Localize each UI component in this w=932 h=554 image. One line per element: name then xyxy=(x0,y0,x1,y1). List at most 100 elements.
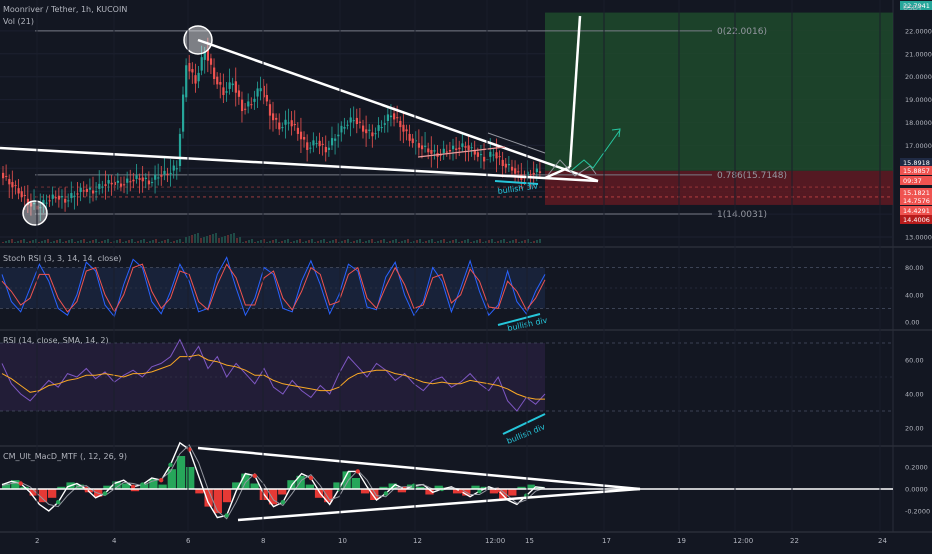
volume-bar xyxy=(266,242,268,243)
candle-body xyxy=(191,69,194,73)
volume-bar xyxy=(164,240,166,243)
volume-bar xyxy=(479,239,481,243)
candle-body xyxy=(507,164,511,166)
candle-body xyxy=(439,154,442,156)
candle-body xyxy=(116,180,120,183)
target-projection-line xyxy=(568,15,582,168)
volume-bar xyxy=(26,242,28,243)
macd-histogram-bar xyxy=(2,483,11,489)
volume-bar xyxy=(44,240,46,243)
candle-body xyxy=(188,62,191,72)
candle-body xyxy=(396,117,399,119)
price-tag-label: 15.1821 xyxy=(903,189,930,197)
stoch-series-line xyxy=(1,263,546,313)
symbol-title[interactable]: Moonriver / Tether, 1h, KUCOIN xyxy=(3,5,128,14)
price-tick-label: 13.0000 xyxy=(905,234,932,242)
volume-bar xyxy=(32,240,34,243)
time-tick-label: 17 xyxy=(602,537,611,545)
volume-bar xyxy=(206,236,208,243)
rsi-tick-label: 20.00 xyxy=(905,425,924,433)
upper-trendline xyxy=(197,38,599,183)
volume-bar xyxy=(38,242,40,243)
time-tick-label: 12 xyxy=(413,537,422,545)
candle-body xyxy=(433,150,436,152)
candle-body xyxy=(349,117,352,123)
macd-histogram-bar xyxy=(526,484,535,489)
volume-bar xyxy=(251,239,253,243)
candle-body xyxy=(250,104,253,106)
volume-bar xyxy=(203,237,205,243)
volume-bar xyxy=(173,241,175,243)
rsi-title[interactable]: RSI (14, close, SMA, 14, 2) xyxy=(3,336,109,345)
candle-body xyxy=(408,133,411,141)
candle-body xyxy=(76,193,79,195)
macd-histogram-bar xyxy=(112,481,121,489)
macd-cross-dot xyxy=(477,489,482,494)
candle-body xyxy=(70,193,73,199)
macd-upper-trendline xyxy=(197,446,641,491)
candle-body xyxy=(213,67,216,79)
volume-bar xyxy=(242,242,244,243)
macd-histogram-bar xyxy=(351,478,361,489)
candle-body xyxy=(470,147,473,149)
volume-bar xyxy=(515,239,517,243)
price-tick-label: 22.0000 xyxy=(905,27,932,35)
volume-bar xyxy=(95,239,97,243)
macd-cross-dot xyxy=(140,482,145,487)
macd-lower-trendline xyxy=(237,487,641,522)
volume-bar xyxy=(77,241,79,243)
volume-bar xyxy=(320,240,322,243)
macd-tick-label: 0.0000 xyxy=(905,486,928,494)
volume-bar xyxy=(521,241,523,243)
candle-body xyxy=(532,172,535,175)
candle-body xyxy=(430,149,433,154)
volume-bar xyxy=(407,239,409,243)
price-tag xyxy=(900,176,932,185)
volume-bar xyxy=(146,242,148,243)
macd-histogram-bar xyxy=(103,485,112,489)
macd-histogram-bar xyxy=(176,456,186,489)
candle-body xyxy=(296,127,300,134)
candle-body xyxy=(290,120,293,127)
macd-histogram-bar xyxy=(489,489,499,494)
volume-bar xyxy=(110,242,112,243)
candle-body xyxy=(147,180,151,185)
macd-histogram-bar xyxy=(48,489,57,498)
candle-body xyxy=(281,127,284,129)
volume-bar xyxy=(413,241,415,243)
candle-body xyxy=(355,117,358,125)
volume-bar xyxy=(518,242,520,243)
candle-body xyxy=(119,183,123,187)
volume-legend[interactable]: Vol (21) xyxy=(3,17,34,26)
candle-body xyxy=(11,182,14,188)
price-tag-label: 22.7941 xyxy=(903,2,930,10)
candle-body xyxy=(101,186,104,188)
candle-body xyxy=(160,175,163,177)
candle-body xyxy=(26,198,30,205)
macd-histogram-bar xyxy=(268,489,278,505)
stoch-rsi-title[interactable]: Stoch RSI (3, 3, 14, 14, close) xyxy=(3,254,122,263)
volume-bar xyxy=(14,242,16,243)
volume-bar xyxy=(218,238,220,243)
candle-body xyxy=(362,125,365,132)
macd-histogram-bar xyxy=(38,489,48,503)
candle-body xyxy=(231,83,234,86)
volume-bar xyxy=(221,237,223,243)
macd-histogram-bar xyxy=(57,486,66,489)
price-tag-label: 15.8857 xyxy=(903,167,930,175)
volume-bar xyxy=(194,234,196,243)
volume-bar xyxy=(377,241,379,243)
candle-body xyxy=(365,129,368,134)
candle-body xyxy=(60,196,64,198)
macd-histogram-bar xyxy=(397,489,407,493)
candle-body xyxy=(343,127,346,129)
macd-title[interactable]: CM_Ult_MacD_MTF (, 12, 26, 9) xyxy=(3,452,127,461)
candle-body xyxy=(383,123,386,125)
candle-body xyxy=(492,154,495,156)
candle-body xyxy=(504,163,507,168)
candle-body xyxy=(141,177,144,182)
candle-body xyxy=(327,147,331,150)
candle-body xyxy=(272,113,275,121)
volume-bar xyxy=(188,236,190,243)
